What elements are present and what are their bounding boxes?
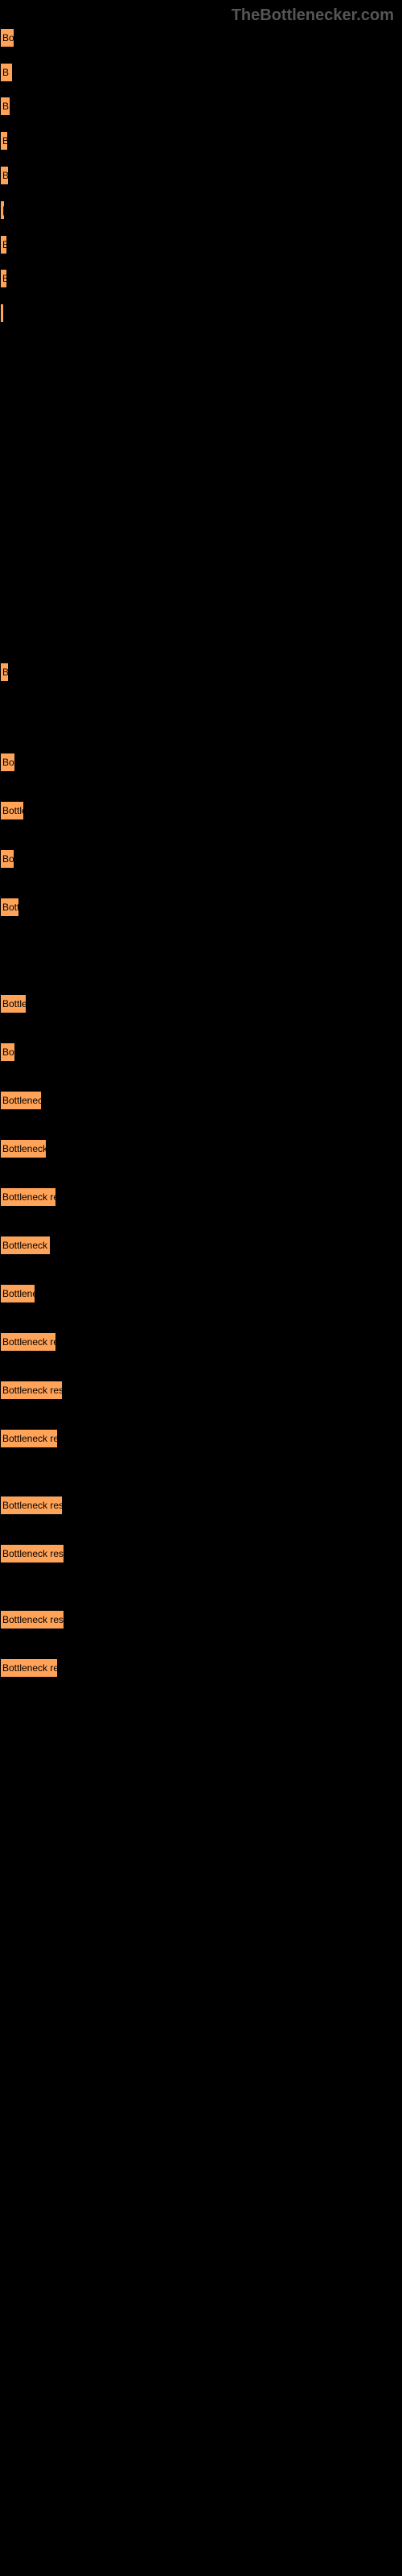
bar-row: B	[0, 235, 7, 254]
bar: |	[0, 303, 4, 323]
bar: Bottlenec	[0, 1284, 35, 1303]
bar: Bo	[0, 849, 14, 869]
bar-label: Bottle	[2, 805, 23, 816]
bar: Bottleneck resu	[0, 1658, 58, 1678]
bar-label: Bottleneck resul	[2, 1385, 62, 1396]
bar: Bo	[0, 28, 14, 47]
bar-label: B	[2, 239, 6, 250]
bar-row: B	[0, 97, 10, 116]
bar-row: Bott	[0, 898, 19, 917]
bar: Bo	[0, 1042, 15, 1062]
bar: B	[0, 235, 7, 254]
bar-label: |	[2, 204, 4, 216]
bar-row: Bottleneck resul	[0, 1381, 63, 1400]
bar: Bottleneck resu	[0, 1429, 58, 1448]
bar-label: Bottleneck resu	[2, 1433, 57, 1444]
bar: B	[0, 97, 10, 116]
bar-row: Bottle	[0, 801, 24, 820]
bar-row: Bo	[0, 753, 15, 772]
bar: Bottleneck result	[0, 1610, 64, 1629]
bar-row: |	[0, 303, 4, 323]
bar: Bottleneck resul	[0, 1496, 63, 1515]
bar: Bottleneck re	[0, 1236, 51, 1255]
bar: B	[0, 166, 9, 185]
bar-label: Bo	[2, 853, 14, 865]
bar-row: Bottleneck resu	[0, 1658, 58, 1678]
bar-label: B	[2, 273, 6, 284]
bar-label: Bottleneck res	[2, 1191, 55, 1203]
bar-label: Bottleneck resul	[2, 1500, 62, 1511]
bar-row: Bottleneck res	[0, 1187, 56, 1207]
bar: B	[0, 63, 13, 82]
bar-row: Bottleneck result	[0, 1544, 64, 1563]
bar-label: Bottleneck res	[2, 1336, 55, 1348]
bar: Bott	[0, 898, 19, 917]
bar-row: Bottleneck result	[0, 1610, 64, 1629]
bar: B	[0, 131, 8, 151]
bar-row: B	[0, 63, 13, 82]
bar: Bottleneck r	[0, 1139, 47, 1158]
bar: |	[0, 200, 5, 220]
bar-row: B	[0, 131, 8, 151]
bar: Bottleneck res	[0, 1332, 56, 1352]
bar-label: |	[2, 308, 3, 319]
bar-label: Bottleneck re	[2, 1240, 50, 1251]
bar-label: Bottleneck r	[2, 1143, 46, 1154]
bar-label: Bottleneck result	[2, 1548, 64, 1559]
bar-row: Bottlen	[0, 994, 27, 1013]
bar-label: Bo	[2, 757, 14, 768]
bar: Bo	[0, 753, 15, 772]
bar-row: Bottleneck res	[0, 1332, 56, 1352]
bar-row: B	[0, 663, 9, 682]
bar-row: Bottleneck resu	[0, 1429, 58, 1448]
bar-label: B	[2, 667, 8, 678]
bar-row: B	[0, 166, 9, 185]
chart-container: Bo B B B B | B B | B Bo Bottle Bo Bott Bottlen Bo Bottle…	[0, 0, 402, 2576]
bar-label: Bottleneck resu	[2, 1662, 57, 1674]
bar: B	[0, 269, 7, 288]
bar-row: |	[0, 200, 5, 220]
bar-label: Bo	[2, 32, 14, 43]
bar-label: Bottleneck result	[2, 1614, 64, 1625]
bar-label: Bottleneck	[2, 1095, 41, 1106]
bar-row: Bo	[0, 849, 14, 869]
bar: Bottleneck result	[0, 1544, 64, 1563]
bar-label: Bo	[2, 1046, 14, 1058]
bar-label: B	[2, 101, 9, 112]
bar-row: Bottleneck r	[0, 1139, 47, 1158]
bar: Bottleneck res	[0, 1187, 56, 1207]
bar-row: Bo	[0, 28, 14, 47]
bar: B	[0, 663, 9, 682]
bar-row: Bottlenec	[0, 1284, 35, 1303]
bar-label: B	[2, 170, 8, 181]
bar-row: Bottleneck	[0, 1091, 42, 1110]
bar-label: Bottlenec	[2, 1288, 35, 1299]
bar-row: Bottleneck resul	[0, 1496, 63, 1515]
bar: Bottleneck	[0, 1091, 42, 1110]
bar-label: Bott	[2, 902, 18, 913]
bar-label: B	[2, 135, 7, 147]
bar: Bottleneck resul	[0, 1381, 63, 1400]
bar-label: B	[2, 67, 9, 78]
bar-row: Bottleneck re	[0, 1236, 51, 1255]
bar-label: Bottlen	[2, 998, 26, 1009]
bar: Bottlen	[0, 994, 27, 1013]
bar-row: Bo	[0, 1042, 15, 1062]
bar: Bottle	[0, 801, 24, 820]
bar-row: B	[0, 269, 7, 288]
